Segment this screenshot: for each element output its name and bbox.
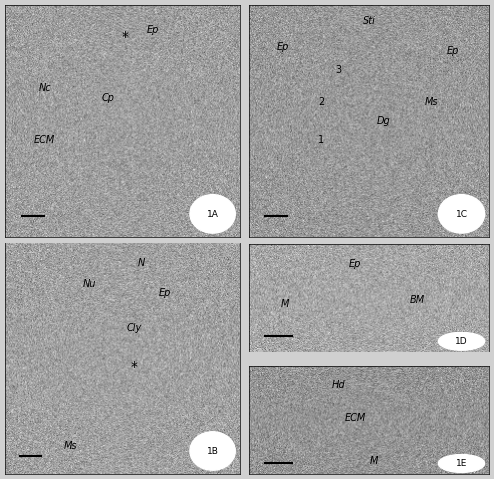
Text: ECM: ECM (34, 135, 55, 145)
Text: M: M (281, 298, 289, 308)
Text: 1: 1 (318, 135, 325, 145)
Text: BM: BM (410, 296, 425, 305)
Text: ECM: ECM (344, 413, 366, 423)
Text: Nc: Nc (39, 83, 51, 93)
Text: Ep: Ep (147, 25, 159, 35)
Text: 2: 2 (318, 97, 325, 107)
Text: Cly: Cly (126, 323, 142, 333)
Text: M: M (370, 456, 378, 466)
Text: Ep: Ep (447, 46, 459, 56)
Text: *: * (130, 360, 137, 375)
Text: Ms: Ms (64, 441, 78, 451)
Text: Ep: Ep (277, 42, 289, 52)
Text: *: * (121, 30, 128, 45)
Text: Hd: Hd (331, 380, 345, 390)
Text: Ms: Ms (425, 97, 438, 107)
Text: Nu: Nu (82, 279, 96, 289)
Text: Ep: Ep (349, 259, 361, 269)
Text: Ep: Ep (158, 288, 171, 298)
Text: Sti: Sti (363, 16, 376, 26)
Text: Cp: Cp (102, 93, 115, 103)
Text: N: N (137, 258, 145, 268)
Text: 3: 3 (335, 65, 341, 75)
Text: Dg: Dg (377, 116, 391, 126)
